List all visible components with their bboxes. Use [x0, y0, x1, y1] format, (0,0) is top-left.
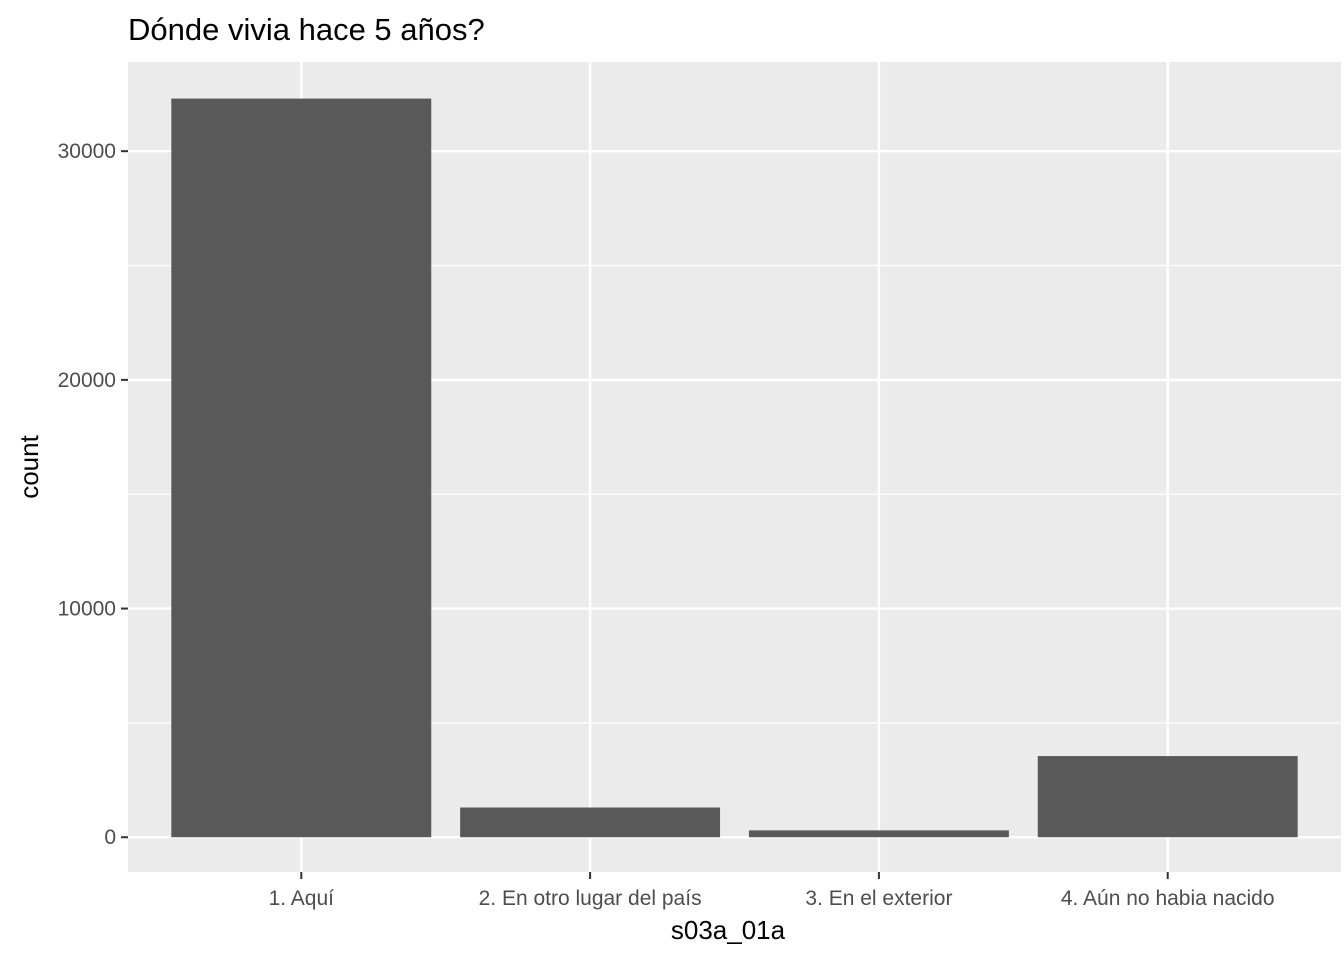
- y-tick-label: 10000: [58, 598, 116, 621]
- x-tick-label: 3. En el exterior: [805, 887, 952, 910]
- x-axis-title: s03a_01a: [671, 915, 786, 945]
- y-tick-label: 0: [104, 826, 116, 849]
- bar: [748, 830, 1009, 838]
- bar: [171, 98, 432, 838]
- x-tick-label: 1. Aquí: [269, 887, 335, 910]
- x-tick-label: 2. En otro lugar del país: [479, 887, 702, 910]
- y-axis-title: count: [14, 434, 44, 498]
- y-axis: 0 10000 20000 30000: [58, 140, 128, 849]
- x-axis: 1. Aquí 2. En otro lugar del país 3. En el…: [269, 872, 1275, 910]
- chart-title: Dónde vivia hace 5 años?: [128, 12, 485, 47]
- bar: [1037, 756, 1298, 838]
- y-tick-label: 20000: [58, 369, 116, 392]
- x-tick-label: 4. Aún no habia nacido: [1061, 887, 1275, 910]
- y-tick-label: 30000: [58, 140, 116, 163]
- bars: [171, 98, 1298, 838]
- bar: [460, 807, 721, 838]
